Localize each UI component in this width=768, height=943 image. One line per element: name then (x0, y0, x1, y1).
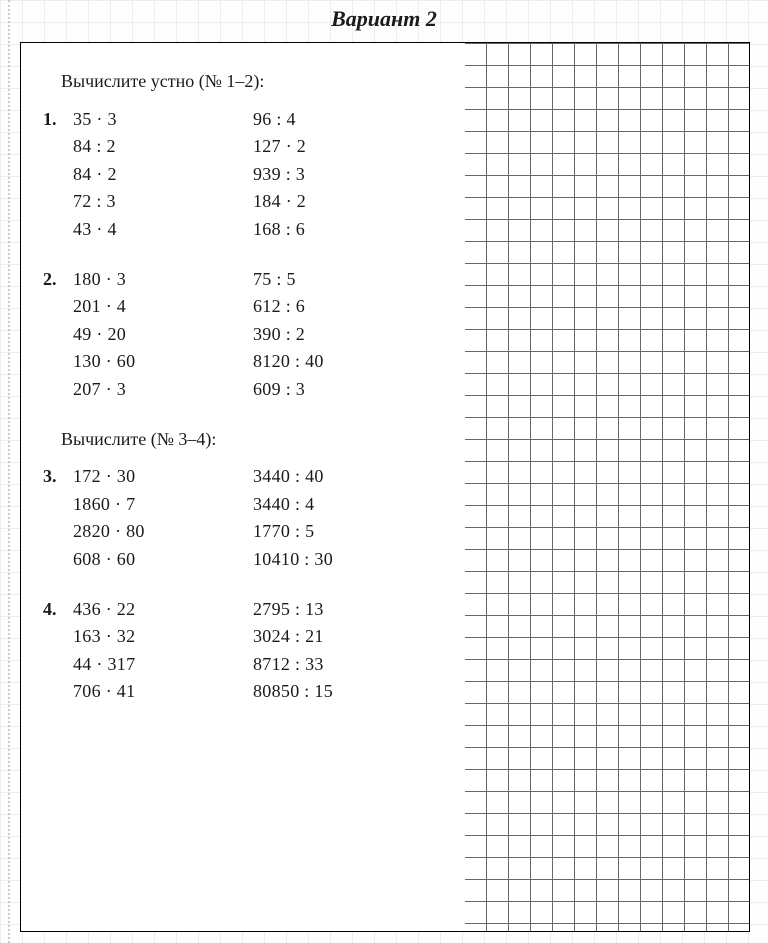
expression: 75 : 5 (253, 269, 433, 291)
expression: 80850 : 15 (253, 681, 433, 703)
page: Вариант 2 Вычислите устно (№ 1–2): 1. 35… (0, 0, 768, 943)
expression: 96 : 4 (253, 109, 433, 131)
expression: 127 · 2 (253, 136, 433, 158)
problem-row: 207 · 3 609 : 3 (43, 379, 455, 401)
problem-1: 1. 35 · 3 96 : 4 84 : 2 127 · 2 84 · 2 9… (43, 109, 455, 241)
expression: 84 · 2 (73, 164, 253, 186)
instruction-2: Вычислите (№ 3–4): (61, 429, 455, 451)
expression: 1860 · 7 (73, 494, 253, 516)
problem-row: 201 · 4 612 : 6 (43, 296, 455, 318)
content-border: Вычислите устно (№ 1–2): 1. 35 · 3 96 : … (20, 42, 750, 932)
problem-row: 72 : 3 184 · 2 (43, 191, 455, 213)
expression: 168 : 6 (253, 219, 433, 241)
expression: 608 · 60 (73, 549, 253, 571)
expression: 201 · 4 (73, 296, 253, 318)
expression: 939 : 3 (253, 164, 433, 186)
expression: 72 : 3 (73, 191, 253, 213)
expression: 2820 · 80 (73, 521, 253, 543)
expression: 3440 : 40 (253, 466, 433, 488)
problem-row: 163 · 32 3024 : 21 (43, 626, 455, 648)
problem-4: 4. 436 · 22 2795 : 13 163 · 32 3024 : 21… (43, 599, 455, 703)
expression: 35 · 3 (73, 109, 253, 131)
problem-row: 2820 · 80 1770 : 5 (43, 521, 455, 543)
page-title: Вариант 2 (0, 6, 768, 32)
expression: 207 · 3 (73, 379, 253, 401)
page-binding-edge (8, 0, 10, 943)
expression: 2795 : 13 (253, 599, 433, 621)
expression: 130 · 60 (73, 351, 253, 373)
problem-number: 1. (43, 109, 73, 131)
problem-2: 2. 180 · 3 75 : 5 201 · 4 612 : 6 49 · 2… (43, 269, 455, 401)
expression: 10410 : 30 (253, 549, 433, 571)
work-grid (463, 43, 749, 931)
problem-row: 43 · 4 168 : 6 (43, 219, 455, 241)
expression: 3440 : 4 (253, 494, 433, 516)
expression: 49 · 20 (73, 324, 253, 346)
problem-row: 49 · 20 390 : 2 (43, 324, 455, 346)
expression: 184 · 2 (253, 191, 433, 213)
expression: 609 : 3 (253, 379, 433, 401)
problem-row: 1. 35 · 3 96 : 4 (43, 109, 455, 131)
problem-row: 44 · 317 8712 : 33 (43, 654, 455, 676)
problem-number: 3. (43, 466, 73, 488)
expression: 706 · 41 (73, 681, 253, 703)
problems-column: Вычислите устно (№ 1–2): 1. 35 · 3 96 : … (21, 43, 465, 931)
expression: 84 : 2 (73, 136, 253, 158)
expression: 163 · 32 (73, 626, 253, 648)
expression: 172 · 30 (73, 466, 253, 488)
problem-row: 1860 · 7 3440 : 4 (43, 494, 455, 516)
problem-row: 3. 172 · 30 3440 : 40 (43, 466, 455, 488)
expression: 3024 : 21 (253, 626, 433, 648)
problem-number: 4. (43, 599, 73, 621)
problem-row: 84 · 2 939 : 3 (43, 164, 455, 186)
expression: 43 · 4 (73, 219, 253, 241)
problem-row: 2. 180 · 3 75 : 5 (43, 269, 455, 291)
problem-row: 84 : 2 127 · 2 (43, 136, 455, 158)
problem-row: 4. 436 · 22 2795 : 13 (43, 599, 455, 621)
problem-number: 2. (43, 269, 73, 291)
problem-row: 706 · 41 80850 : 15 (43, 681, 455, 703)
expression: 8120 : 40 (253, 351, 433, 373)
problem-row: 608 · 60 10410 : 30 (43, 549, 455, 571)
expression: 436 · 22 (73, 599, 253, 621)
expression: 390 : 2 (253, 324, 433, 346)
expression: 8712 : 33 (253, 654, 433, 676)
expression: 180 · 3 (73, 269, 253, 291)
problem-row: 130 · 60 8120 : 40 (43, 351, 455, 373)
expression: 1770 : 5 (253, 521, 433, 543)
expression: 612 : 6 (253, 296, 433, 318)
instruction-1: Вычислите устно (№ 1–2): (61, 71, 455, 93)
expression: 44 · 317 (73, 654, 253, 676)
problem-3: 3. 172 · 30 3440 : 40 1860 · 7 3440 : 4 … (43, 466, 455, 570)
